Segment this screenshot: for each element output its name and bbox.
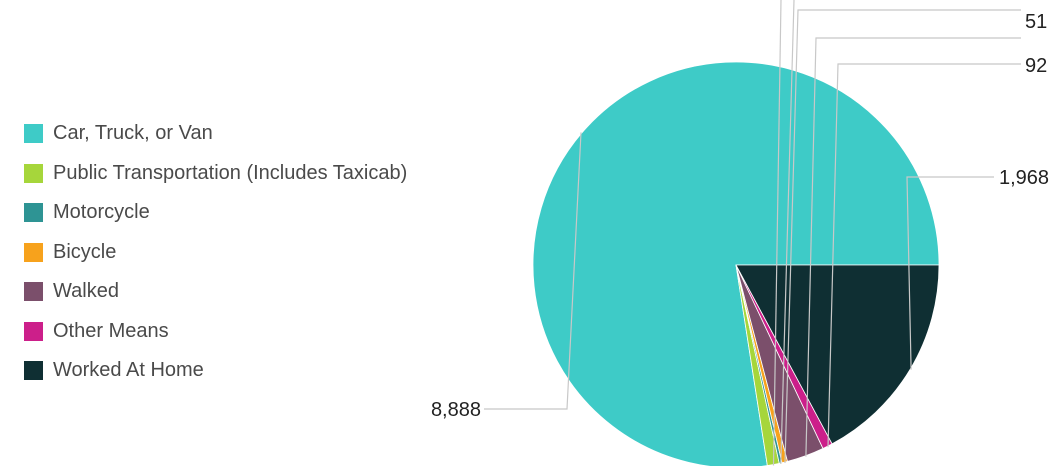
leader-line-public-transportation-includes-taxicab [772,0,782,466]
legend-label: Other Means [53,319,169,342]
legend-swatch [24,321,43,341]
legend-swatch [24,282,43,302]
legend-swatch [24,124,43,144]
legend-label: Public Transportation (Includes Taxicab) [53,161,408,184]
legend-label: Car, Truck, or Van [53,122,213,145]
legend-swatch [24,361,43,381]
legend-item-worked-at-home[interactable]: Worked At Home [24,351,407,391]
leader-line-other-means [827,63,1021,448]
pie-slice-car-truck-or-van[interactable] [532,61,940,466]
legend-item-public-transportation-includes-taxicab[interactable]: Public Transportation (Includes Taxicab) [24,154,407,194]
legend-item-bicycle[interactable]: Bicycle [24,233,407,273]
legend-item-motorcycle[interactable]: Motorcycle [24,193,407,233]
data-label-car-truck-or-van: 8,888 [431,399,481,421]
data-label-bicycle: 51 [1025,11,1047,33]
leader-line-walked [805,37,1021,457]
legend-label: Motorcycle [53,201,150,224]
legend-label: Walked [53,280,119,303]
legend-swatch [24,163,43,183]
legend-item-walked[interactable]: Walked [24,272,407,312]
leader-line-bicycle [784,9,1021,464]
legend-swatch [24,242,43,262]
legend-label: Worked At Home [53,359,204,382]
leader-line-motorcycle [780,0,795,465]
leader-line-worked-at-home [906,176,994,370]
data-label-worked-at-home: 1,968 [999,167,1049,189]
data-label-other-means: 92 [1025,55,1047,77]
pie-slice-worked-at-home[interactable] [735,264,940,445]
legend-swatch [24,203,43,223]
chart-legend: Car, Truck, or Van Public Transportation … [24,114,407,391]
legend-item-car-truck-or-van[interactable]: Car, Truck, or Van [24,114,407,154]
leader-line-car-truck-or-van [484,132,582,410]
legend-label: Bicycle [53,240,117,263]
legend-item-other-means[interactable]: Other Means [24,312,407,352]
